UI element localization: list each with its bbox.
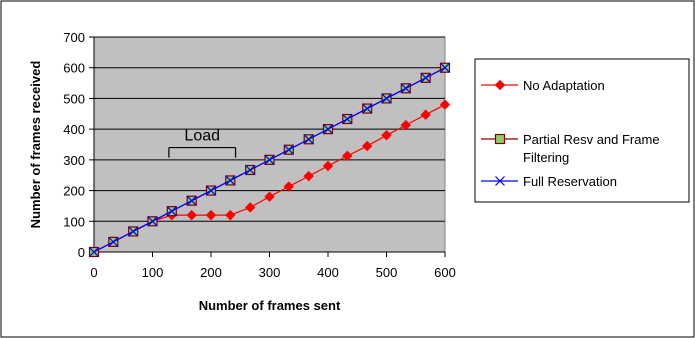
x-tick-label: 600 [434, 265, 456, 280]
series-2-point-stroke-b [323, 124, 333, 135]
series-2-point [400, 83, 411, 94]
series-0-point [420, 109, 431, 120]
series-2-point-stroke-b [128, 226, 139, 237]
series-2-point-stroke-b [400, 83, 411, 94]
x-tick-label: 300 [259, 265, 281, 280]
series-2-point-stroke-b [147, 216, 158, 227]
series-2-point-stroke-b [381, 93, 392, 104]
series-2 [89, 62, 450, 257]
series-2-point-stroke-b [166, 206, 177, 217]
series-2-point [303, 134, 314, 145]
y-tick-label: 300 [63, 153, 85, 168]
x-tick-label: 400 [317, 265, 339, 280]
legend: No Adaptation Partial Resv and Frame Filte… [474, 58, 690, 203]
series-2-point-stroke-b [245, 165, 256, 175]
x-axis-title: Number of frames sent [199, 298, 341, 313]
series-2-point-stroke-b [362, 103, 373, 114]
series-2-point [323, 124, 333, 135]
series-0-point [283, 181, 295, 192]
series-0-point [186, 209, 197, 221]
series-0-point [342, 150, 353, 162]
series-0-point [303, 170, 314, 182]
series-2-point [166, 206, 177, 217]
series-2-point [362, 103, 373, 114]
legend-entry-0: No Adaptation [481, 78, 605, 93]
series-0-point [205, 209, 217, 221]
series-0-point [439, 99, 451, 110]
series-2-point [264, 154, 275, 165]
legend-marker-stroke-b [495, 176, 505, 186]
series-0-point [381, 130, 392, 141]
y-tick-label: 400 [63, 122, 85, 137]
y-tick-label: 100 [63, 214, 85, 229]
series-2-point [381, 93, 392, 104]
y-tick-label: 200 [63, 184, 85, 199]
series-2-point [147, 216, 158, 227]
series-0-point [225, 209, 236, 221]
legend-label-line: Partial Resv and Frame [523, 132, 660, 147]
legend-label: Partial Resv and Frame Filtering [523, 132, 660, 165]
series-layer [88, 62, 451, 258]
series-2-point [186, 195, 197, 206]
legend-label: Full Reservation [523, 174, 617, 189]
legend-box [474, 58, 690, 203]
series-2-point-stroke-b [186, 195, 197, 206]
x-tick-label: 200 [200, 265, 222, 280]
series-0-point [400, 119, 412, 131]
series-2-point [342, 114, 353, 124]
y-axis-title: Number of frames received [28, 61, 43, 229]
series-2-point [89, 247, 99, 257]
series-0-point [264, 191, 275, 202]
legend-marker [494, 133, 506, 145]
legend-entry-2: Full Reservation [481, 174, 617, 189]
annotation-0: Load [168, 128, 237, 158]
series-2-point [225, 175, 236, 186]
annotation-label: Load [184, 128, 220, 145]
series-2-point-stroke-b [283, 144, 294, 155]
series-2-point [420, 72, 431, 83]
series-2-point [283, 144, 294, 155]
series-0-point [322, 160, 334, 172]
x-tick-label: 0 [90, 265, 97, 280]
series-2-point-stroke-b [206, 185, 216, 196]
series-2-point [206, 185, 216, 196]
y-tick-labels: 0 100 200 300 400 500 600 700 [63, 30, 85, 260]
x-tick-labels: 0 100 200 300 400 500 600 [90, 265, 455, 280]
series-2-point-stroke-b [440, 62, 450, 73]
series-2-point [128, 226, 139, 237]
series-2-point-stroke-b [303, 134, 314, 145]
series-0-point [244, 202, 256, 213]
y-tick-label: 700 [63, 30, 85, 45]
y-tick-label: 600 [63, 61, 85, 76]
series-2-point-stroke-b [108, 236, 119, 247]
x-tick-label: 100 [142, 265, 164, 280]
series-2-point-stroke-b [225, 175, 236, 186]
series-2-point [108, 236, 119, 247]
series-2-point-stroke-b [89, 247, 99, 257]
legend-marker [495, 176, 505, 186]
series-2-point-stroke-b [342, 114, 353, 124]
legend-marker [494, 79, 506, 91]
legend-label-line: Filtering [523, 150, 569, 165]
y-tick-label: 500 [63, 91, 85, 106]
series-2-point [245, 165, 256, 175]
axes [89, 36, 446, 257]
plot-area [93, 36, 446, 253]
series-0-point [361, 140, 373, 152]
annotation-layer: Load [168, 128, 237, 158]
x-tick-label: 500 [376, 265, 398, 280]
legend-entry-1: Partial Resv and Frame Filtering [481, 132, 660, 165]
y-tick-label: 0 [78, 245, 85, 260]
series-2-point [440, 62, 450, 73]
legend-label: No Adaptation [523, 78, 605, 93]
series-2-point-stroke-b [420, 72, 431, 83]
series-2-point-stroke-b [264, 154, 275, 165]
